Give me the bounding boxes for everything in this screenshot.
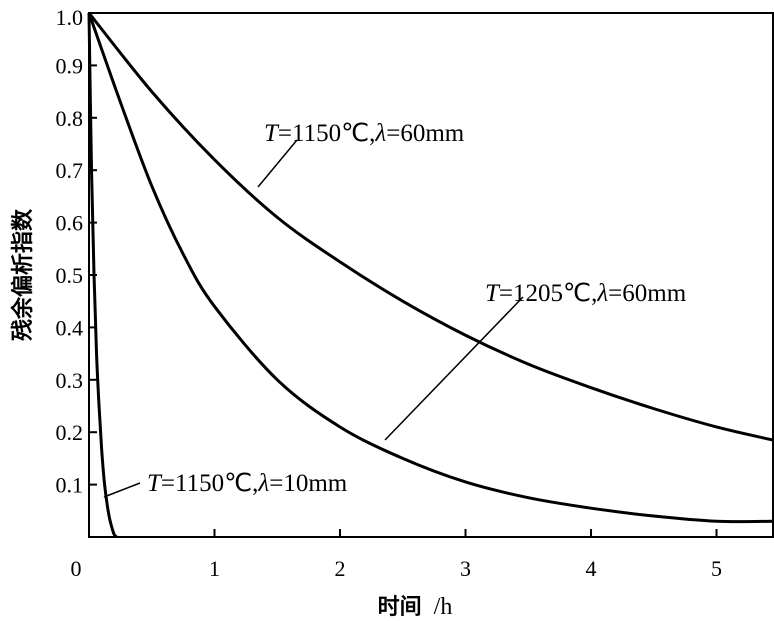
annotation-1205-60: T=1205℃,λ=60mm xyxy=(485,280,687,307)
y-tick-label: 0.8 xyxy=(56,106,84,131)
x-tick-label: 2 xyxy=(335,556,346,581)
leader-line-1205-60 xyxy=(384,296,524,441)
leader-line-1150-60 xyxy=(257,139,298,188)
x-tick-label: 3 xyxy=(460,556,471,581)
y-tick-label: 0.2 xyxy=(56,420,84,445)
annotation-1205-60-size: =60mm xyxy=(608,280,687,307)
annotation-1150-60-symbol-t: T xyxy=(264,120,280,147)
y-axis-ticks: 0.1 0.2 0.3 0.4 0.5 0.6 0.7 0.8 0.9 1.0 xyxy=(56,5,97,498)
annotation-1150-60-size: =60mm xyxy=(386,120,465,147)
annotation-1150-60-temp: =1150℃, xyxy=(278,120,376,147)
y-tick-label: 0.6 xyxy=(56,211,84,236)
series-curves xyxy=(87,12,774,539)
x-tick-label: 4 xyxy=(586,556,597,581)
annotation-1150-10-symbol-t: T xyxy=(147,470,163,497)
x-axis-unit: /h xyxy=(434,594,453,620)
annotation-1205-60-symbol-t: T xyxy=(485,280,501,307)
annotation-1150-60: T=1150℃,λ=60mm xyxy=(264,120,465,147)
x-tick-label: 1 xyxy=(209,556,220,581)
x-axis-ticks: 0 1 2 3 4 5 xyxy=(71,529,722,581)
plot-frame xyxy=(88,12,774,538)
y-tick-label: 0.3 xyxy=(56,368,84,393)
y-tick-label: 0.7 xyxy=(56,158,84,183)
annotation-1205-60-symbol-lambda: λ xyxy=(596,280,608,307)
series-line-0 xyxy=(87,12,774,442)
y-tick-label: 1.0 xyxy=(56,5,84,30)
y-tick-label: 0.4 xyxy=(56,315,84,340)
series-line-2 xyxy=(87,12,118,539)
y-tick-label: 0.5 xyxy=(56,263,84,288)
x-axis-title: 时间 xyxy=(378,595,422,620)
annotation-1150-10-size: =10mm xyxy=(269,470,348,497)
y-axis-title: 残余偏析指数 xyxy=(10,208,36,341)
annotation-1205-60-temp: =1205℃, xyxy=(499,280,597,307)
series-line-1 xyxy=(87,12,774,524)
y-tick-label: 0.9 xyxy=(56,53,84,78)
x-tick-label: 0 xyxy=(71,556,82,581)
annotation-1150-10-temp: =1150℃, xyxy=(161,470,259,497)
annotation-1150-10-symbol-lambda: λ xyxy=(257,470,269,497)
annotation-1150-10: T=1150℃,λ=10mm xyxy=(147,470,348,497)
x-axis-title-group: 时间 /h xyxy=(378,594,453,620)
x-tick-label: 5 xyxy=(711,556,722,581)
y-tick-label: 0.1 xyxy=(56,473,84,498)
leader-line-1150-10 xyxy=(103,482,141,498)
annotation-1150-60-symbol-lambda: λ xyxy=(374,120,386,147)
